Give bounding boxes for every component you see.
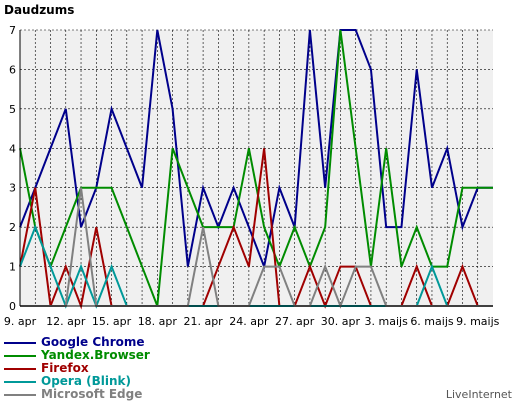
grid xyxy=(20,29,493,306)
legend-item: Microsoft Edge xyxy=(4,388,304,401)
x-tick-label: 9. apr xyxy=(4,315,37,328)
legend-label: Opera (Blink) xyxy=(41,374,131,388)
x-tick-label: 21. apr xyxy=(183,315,223,328)
x-tick-label: 24. apr xyxy=(229,315,269,328)
legend-item: Firefox xyxy=(4,362,304,375)
x-tick-label: 30. apr xyxy=(321,315,361,328)
x-tick-labels: 9. apr 12. apr 15. apr 18. apr 21. apr 24. ap… xyxy=(4,315,500,328)
series-line xyxy=(19,29,493,307)
y-tick-label: 2 xyxy=(9,221,16,234)
x-tick-label: 3. maijs xyxy=(365,315,409,328)
legend-item: Opera (Blink) xyxy=(4,375,304,388)
y-tick-label: 0 xyxy=(9,300,16,313)
y-tick-label: 7 xyxy=(9,24,16,37)
y-tick-labels: 0 1 2 3 4 5 6 7 xyxy=(9,24,16,313)
legend-label: Yandex.Browser xyxy=(41,348,150,362)
y-tick-label: 6 xyxy=(9,63,16,76)
x-tick-label: 12. apr xyxy=(46,315,86,328)
series-line xyxy=(19,29,493,271)
y-axis-title: Daudzums xyxy=(4,3,74,17)
legend-item: Google Chrome xyxy=(4,336,304,349)
x-tick-label: 15. apr xyxy=(92,315,132,328)
y-tick-label: 1 xyxy=(9,261,16,274)
x-tick-label: 6. maijs xyxy=(410,315,454,328)
legend-swatch xyxy=(4,342,36,344)
legend-swatch xyxy=(4,381,36,383)
legend-item: Yandex.Browser xyxy=(4,349,304,362)
y-tick-label: 3 xyxy=(9,182,16,195)
x-tick-label: 18. apr xyxy=(138,315,178,328)
legend-swatch xyxy=(4,368,36,370)
x-tick-label: 27. apr xyxy=(275,315,315,328)
y-tick-label: 4 xyxy=(9,142,16,155)
legend-swatch xyxy=(4,355,36,357)
legend-swatch xyxy=(4,394,36,396)
legend-label: Microsoft Edge xyxy=(41,387,143,401)
x-tick-label: 9. maijs xyxy=(456,315,500,328)
y-tick-label: 5 xyxy=(9,103,16,116)
legend: Google Chrome Yandex.Browser Firefox Opera … xyxy=(4,336,304,401)
brand-label: LiveInternet xyxy=(445,388,512,401)
line-chart: Daudzums 0 1 2 3 4 5 6 7 9. apr 12. apr 15. apr 18… xyxy=(4,3,500,328)
series-line xyxy=(19,148,493,310)
legend-label: Google Chrome xyxy=(41,335,145,349)
plot-area xyxy=(20,30,493,306)
legend-label: Firefox xyxy=(41,361,89,375)
